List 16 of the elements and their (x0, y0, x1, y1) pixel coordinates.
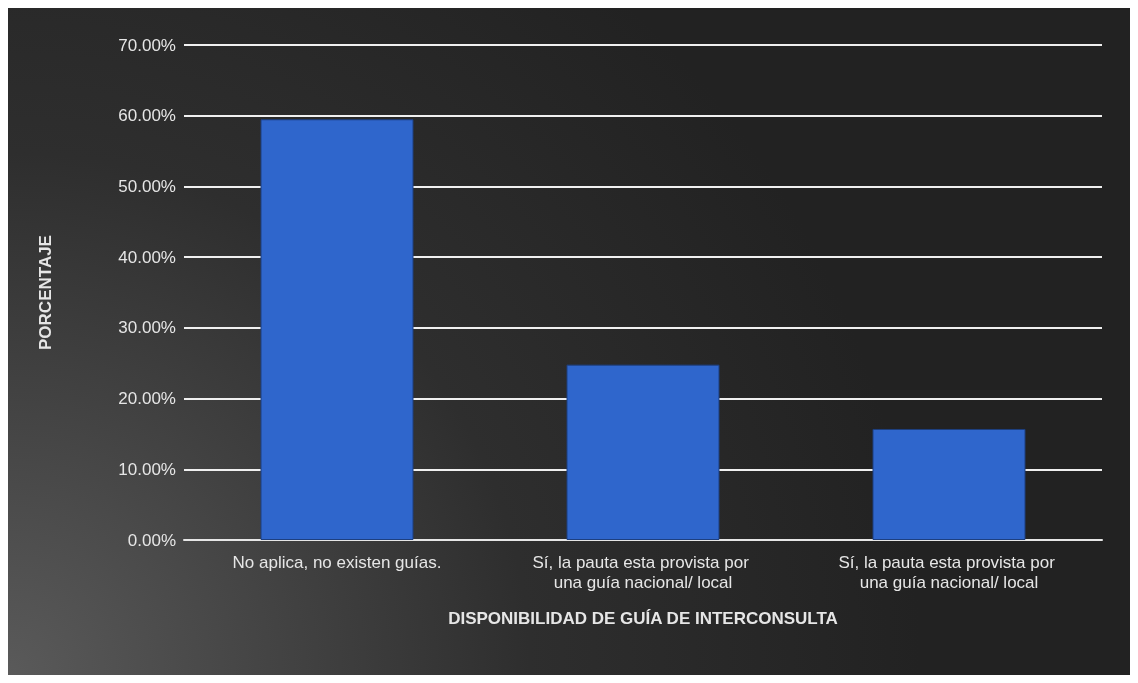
y-tick-label: 70.00% (118, 35, 176, 55)
x-tick-label: Sí, la pauta esta provista por una guía nacional/ local (532, 552, 754, 592)
y-tick-label: 0.00% (127, 530, 176, 550)
x-tick-label: No aplica, no existen guías. (232, 552, 442, 572)
x-axis-title: DISPONIBILIDAD DE GUÍA DE INTERCONSULTA (448, 609, 838, 628)
y-tick-label: 50.00% (118, 176, 176, 196)
bar (566, 364, 720, 540)
y-axis-title: PORCENTAJE (36, 235, 55, 350)
y-tick-label: 30.00% (118, 318, 176, 338)
y-tick-label: 10.00% (118, 459, 176, 479)
y-tick-label: 20.00% (118, 389, 176, 409)
y-tick-label: 60.00% (118, 106, 176, 126)
bar (872, 428, 1026, 540)
x-tick-label: Sí, la pauta esta provista por una guía nacional/ local (838, 552, 1060, 592)
y-tick-label: 40.00% (118, 247, 176, 267)
bar (260, 119, 414, 540)
